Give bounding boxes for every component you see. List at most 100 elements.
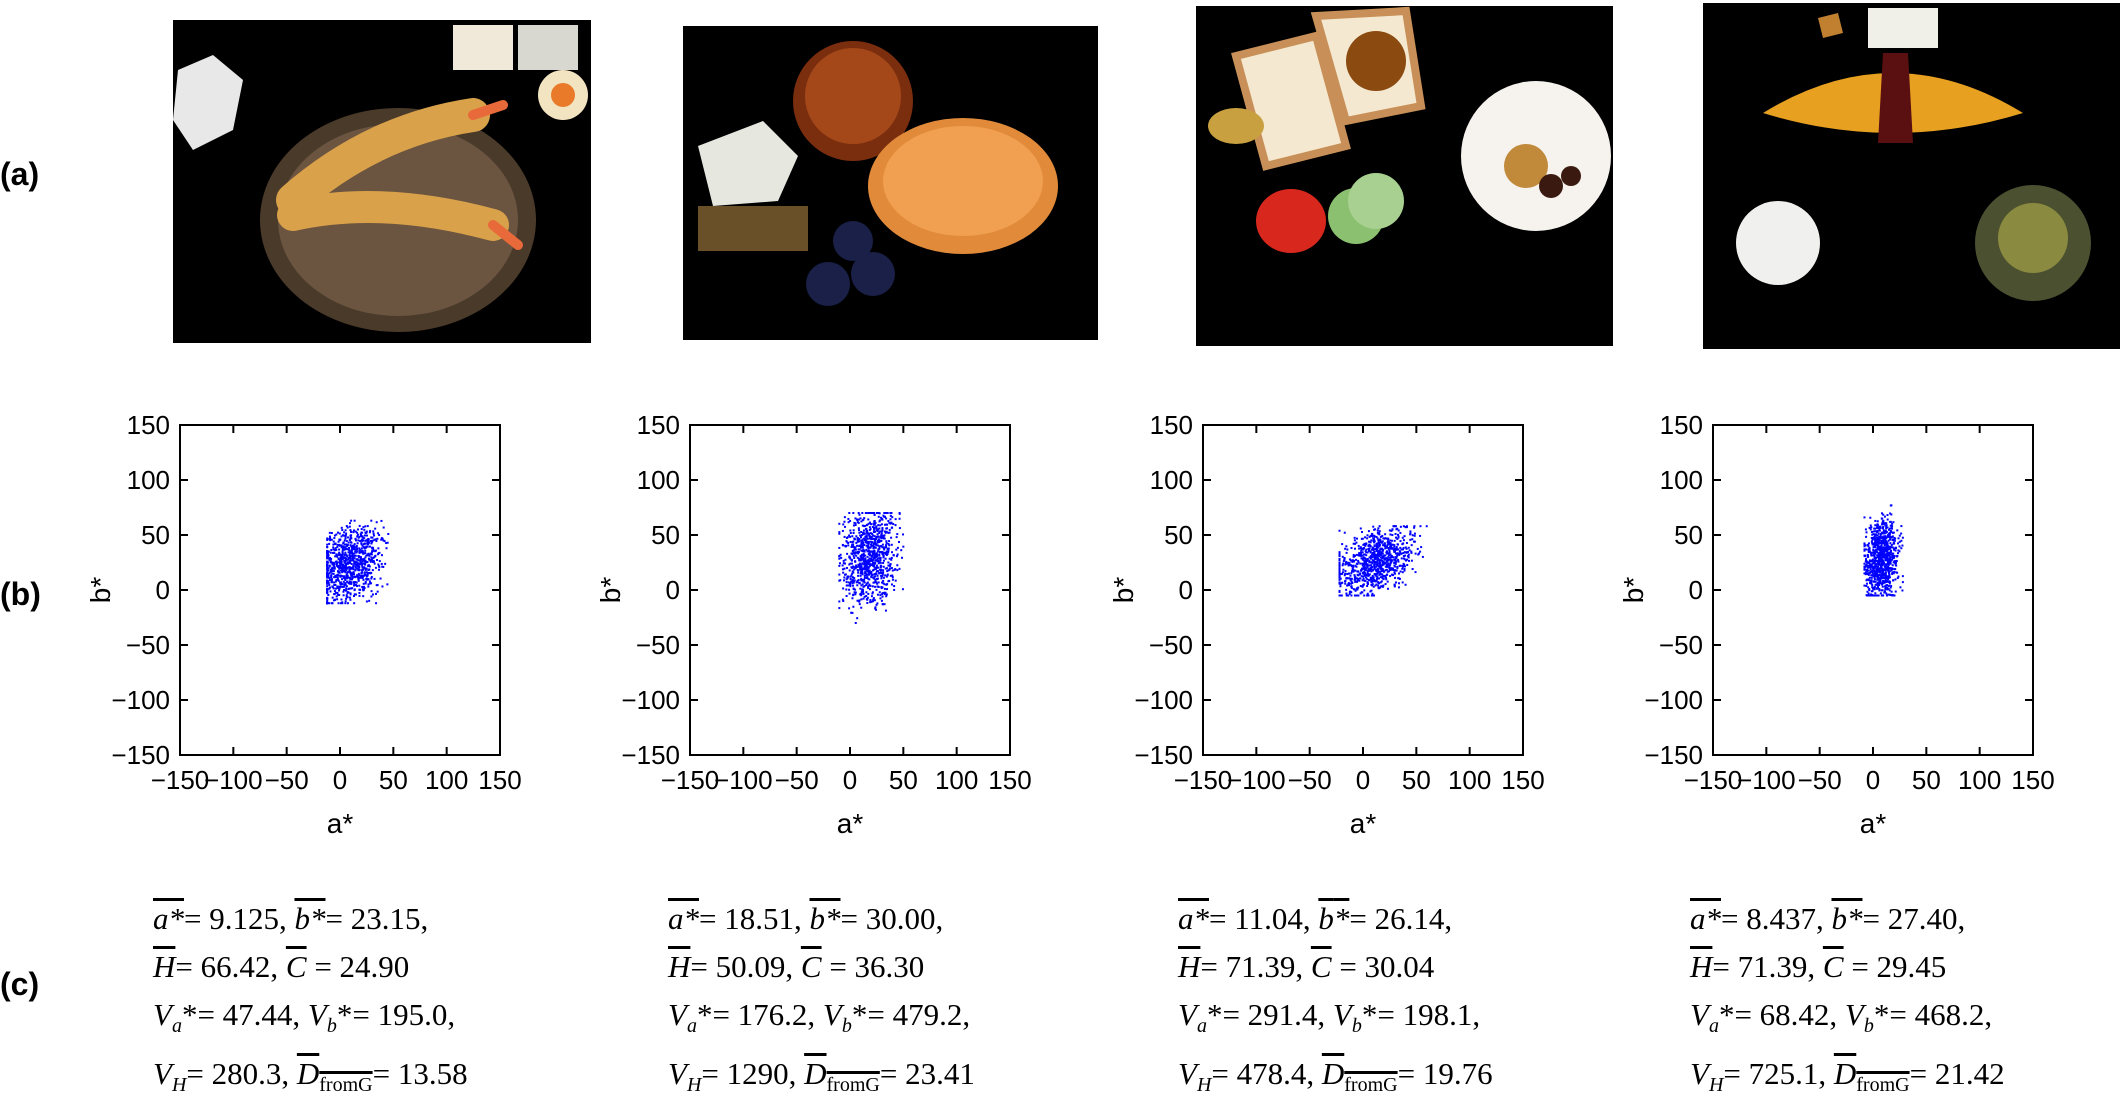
data-point bbox=[871, 541, 874, 544]
data-point bbox=[1890, 569, 1893, 572]
data-point bbox=[1885, 522, 1888, 525]
data-point bbox=[1374, 579, 1377, 582]
data-point bbox=[1374, 558, 1377, 561]
data-point bbox=[1397, 535, 1400, 538]
data-point bbox=[873, 565, 876, 568]
data-point bbox=[867, 592, 870, 595]
data-point bbox=[356, 574, 359, 577]
data-point bbox=[363, 571, 366, 574]
data-point bbox=[1878, 587, 1881, 590]
data-point bbox=[867, 518, 870, 521]
data-point bbox=[1352, 542, 1355, 545]
data-point bbox=[332, 567, 335, 570]
data-point bbox=[1863, 543, 1866, 546]
data-point bbox=[358, 566, 361, 569]
y-tick-label: −100 bbox=[1134, 685, 1193, 715]
data-point bbox=[1395, 556, 1398, 559]
data-point bbox=[1381, 573, 1384, 576]
data-point bbox=[875, 588, 878, 591]
data-point bbox=[1382, 537, 1385, 540]
data-point bbox=[377, 532, 380, 535]
data-point bbox=[337, 589, 340, 592]
data-point bbox=[895, 548, 898, 551]
data-point bbox=[870, 545, 873, 548]
data-point bbox=[1354, 589, 1357, 592]
data-point bbox=[871, 532, 874, 535]
data-point bbox=[851, 535, 854, 538]
data-point bbox=[1881, 583, 1884, 586]
data-point bbox=[1891, 572, 1894, 575]
data-point bbox=[898, 567, 901, 570]
data-point bbox=[1369, 564, 1372, 567]
data-point bbox=[849, 535, 852, 538]
data-point bbox=[361, 539, 364, 542]
data-point bbox=[1340, 594, 1343, 597]
data-point bbox=[1872, 536, 1875, 539]
data-point bbox=[328, 572, 331, 575]
x-tick-label: 150 bbox=[478, 765, 521, 795]
data-point bbox=[336, 543, 339, 546]
data-point bbox=[352, 545, 355, 548]
data-point bbox=[881, 518, 884, 521]
data-point bbox=[838, 573, 841, 576]
data-point bbox=[882, 576, 885, 579]
data-point bbox=[363, 587, 366, 590]
data-point bbox=[886, 527, 889, 530]
data-point bbox=[1885, 594, 1888, 597]
y-tick-label: 150 bbox=[637, 410, 680, 440]
data-point bbox=[1359, 553, 1362, 556]
data-point bbox=[841, 564, 844, 567]
data-point bbox=[853, 521, 856, 524]
data-point bbox=[1338, 574, 1341, 577]
data-point bbox=[868, 529, 871, 532]
data-point bbox=[1898, 545, 1901, 548]
data-point bbox=[874, 607, 877, 610]
data-point bbox=[337, 602, 340, 605]
data-point bbox=[891, 574, 894, 577]
data-point bbox=[1380, 548, 1383, 551]
data-point bbox=[1885, 546, 1888, 549]
data-point bbox=[1401, 543, 1404, 546]
data-point bbox=[1875, 536, 1878, 539]
data-point bbox=[341, 551, 344, 554]
data-point bbox=[1874, 563, 1877, 566]
data-point bbox=[371, 550, 374, 553]
data-point bbox=[1377, 527, 1380, 530]
data-point bbox=[347, 548, 350, 551]
data-point bbox=[879, 566, 882, 569]
data-point bbox=[891, 578, 894, 581]
data-point bbox=[889, 574, 892, 577]
data-point bbox=[337, 571, 340, 574]
data-point bbox=[1379, 552, 1382, 555]
data-point bbox=[869, 601, 872, 604]
data-point bbox=[862, 531, 865, 534]
data-point bbox=[1873, 594, 1876, 597]
data-point bbox=[358, 568, 361, 571]
data-point bbox=[869, 599, 872, 602]
data-point bbox=[378, 560, 381, 563]
data-point bbox=[854, 524, 857, 527]
data-point bbox=[1873, 580, 1876, 583]
data-point bbox=[1896, 554, 1899, 557]
data-point bbox=[854, 593, 857, 596]
data-point bbox=[843, 535, 846, 538]
data-point bbox=[1374, 584, 1377, 587]
data-point bbox=[361, 588, 364, 591]
data-point bbox=[1890, 549, 1893, 552]
data-point bbox=[1368, 543, 1371, 546]
data-point bbox=[1887, 572, 1890, 575]
data-point bbox=[1339, 577, 1342, 580]
data-point bbox=[884, 567, 887, 570]
data-point bbox=[331, 561, 334, 564]
data-point bbox=[330, 532, 333, 535]
data-point bbox=[1870, 574, 1873, 577]
data-point bbox=[367, 552, 370, 555]
data-point bbox=[1354, 580, 1357, 583]
y-tick-label: −50 bbox=[1149, 630, 1193, 660]
data-point bbox=[1878, 560, 1881, 563]
data-point bbox=[1873, 533, 1876, 536]
data-point bbox=[848, 592, 851, 595]
data-point bbox=[1395, 546, 1398, 549]
data-point bbox=[1884, 563, 1887, 566]
data-point bbox=[1870, 531, 1873, 534]
